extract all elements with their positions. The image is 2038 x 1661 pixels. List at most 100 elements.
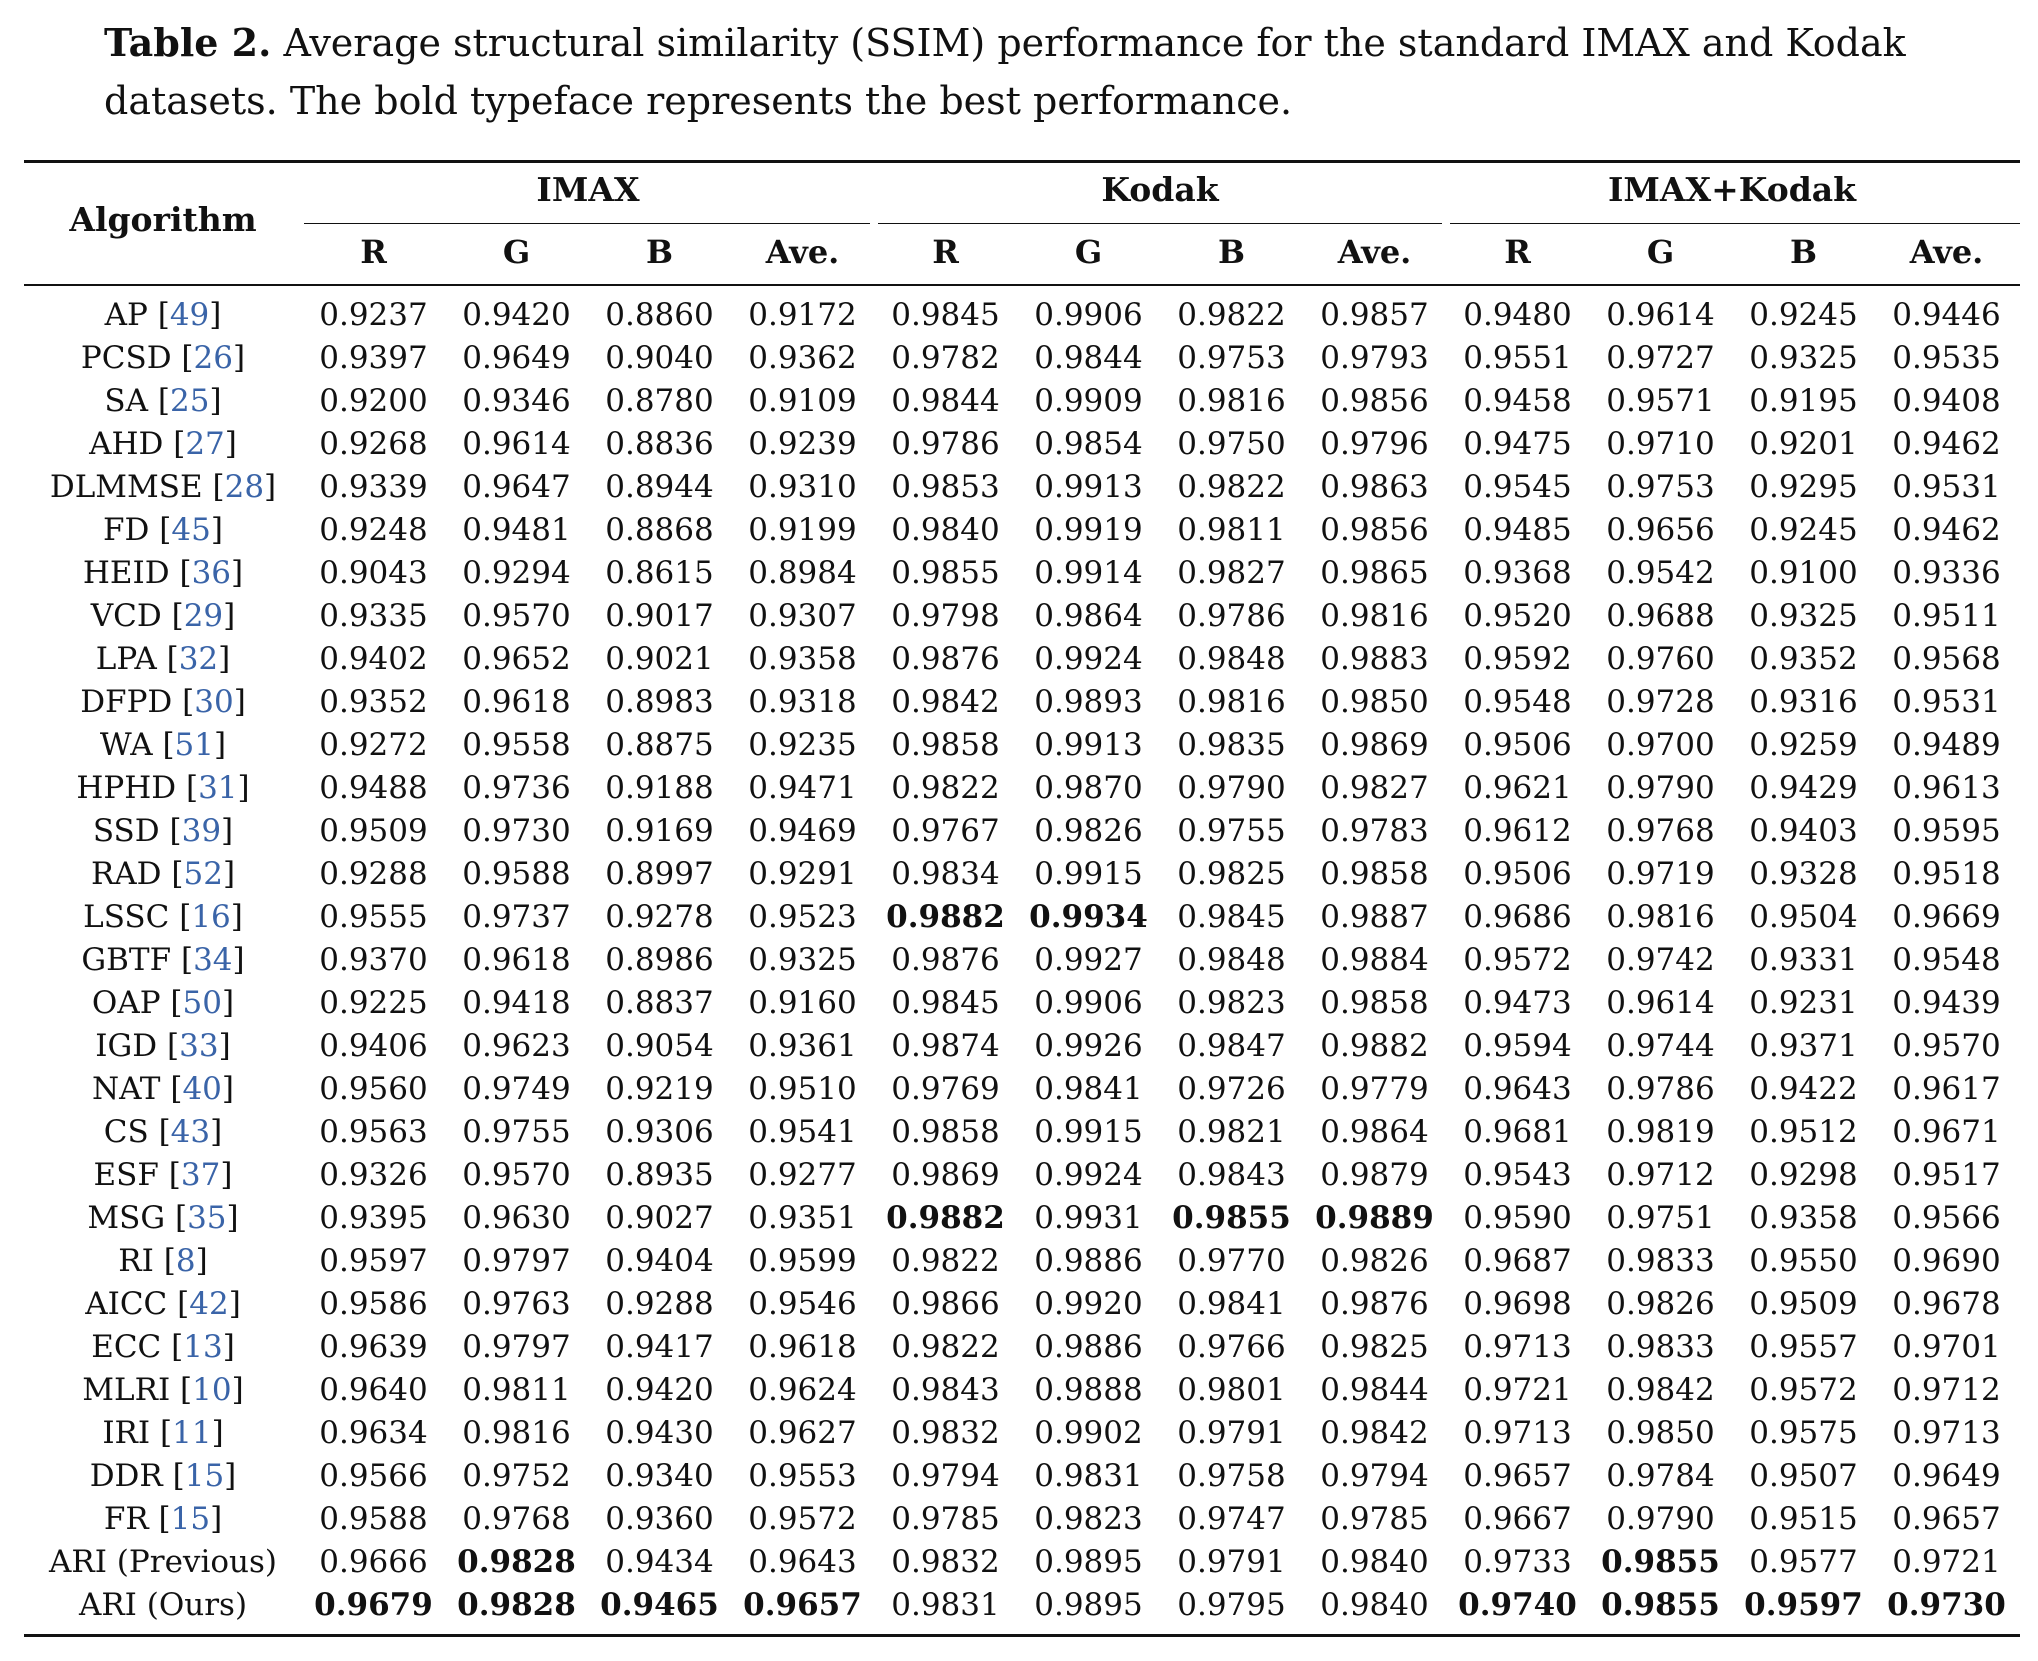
citation-link[interactable]: 27 <box>185 426 225 462</box>
table-cell: 0.9245 <box>1749 297 1858 333</box>
table-cell: 0.9811 <box>462 1372 571 1408</box>
algorithm-label: SSD <box>92 813 160 849</box>
citation-link[interactable]: 30 <box>194 684 234 720</box>
table-cell: 0.9790 <box>1177 770 1286 806</box>
table-cell: 0.9397 <box>319 340 428 376</box>
table-cell: 0.9594 <box>1463 1028 1572 1064</box>
algorithm-name: DLMMSE [28] <box>24 466 302 509</box>
table-cell: 0.9931 <box>1034 1200 1143 1236</box>
table-cell: 0.8868 <box>605 512 714 548</box>
table-cell: 0.9758 <box>1177 1458 1286 1494</box>
citation-bracket: ] <box>211 1415 224 1451</box>
table-cell: 0.9782 <box>891 340 1000 376</box>
table-cell: 0.9555 <box>319 899 428 935</box>
table-cell: 0.9779 <box>1320 1071 1429 1107</box>
citation-link[interactable]: 15 <box>170 1501 211 1537</box>
table-cell: 0.9797 <box>462 1243 571 1279</box>
algorithm-label: AHD <box>89 426 164 462</box>
table-cell: 0.9618 <box>748 1329 857 1365</box>
table-cell: 0.9712 <box>1606 1157 1715 1193</box>
citation-link[interactable]: 40 <box>182 1071 222 1107</box>
table-cell: 0.9201 <box>1749 426 1858 462</box>
algorithm-label: DDR <box>89 1458 163 1494</box>
citation-link[interactable]: 39 <box>181 813 222 849</box>
table-cell: 0.9733 <box>1463 1544 1572 1580</box>
citation-link[interactable]: 50 <box>182 985 222 1021</box>
citation-bracket: ] <box>221 813 234 849</box>
table-cell: 0.9245 <box>1749 512 1858 548</box>
table-cell: 0.9597 <box>1744 1587 1863 1623</box>
table-cell: 0.9406 <box>319 1028 428 1064</box>
table-cell: 0.9278 <box>605 899 714 935</box>
citation-link[interactable]: 33 <box>179 1028 219 1064</box>
citation-link[interactable]: 31 <box>198 770 238 806</box>
table-cell: 0.9886 <box>1034 1243 1143 1279</box>
table-cell: 0.9763 <box>462 1286 571 1322</box>
table-cell: 0.9551 <box>1463 340 1572 376</box>
algorithm-label: MSG <box>87 1200 166 1236</box>
table-cell: 0.9358 <box>748 641 857 677</box>
table-cell: 0.9485 <box>1463 512 1572 548</box>
table-cell: 0.9577 <box>1749 1544 1858 1580</box>
citation-link[interactable]: 35 <box>187 1200 227 1236</box>
table-cell: 0.9701 <box>1892 1329 2001 1365</box>
citation-link[interactable]: 37 <box>180 1157 221 1193</box>
table-cell: 0.9886 <box>1034 1329 1143 1365</box>
table-cell: 0.9687 <box>1463 1243 1572 1279</box>
table-cell: 0.9430 <box>605 1415 714 1451</box>
table-cell: 0.9040 <box>605 340 714 376</box>
citation-link[interactable]: 25 <box>170 383 210 419</box>
citation-link[interactable]: 29 <box>183 598 224 634</box>
citation-link[interactable]: 15 <box>184 1458 225 1494</box>
citation-link[interactable]: 10 <box>192 1372 232 1408</box>
citation-link[interactable]: 36 <box>191 555 232 591</box>
algorithm-name: ARI (Previous) <box>24 1541 302 1584</box>
citation-link[interactable]: 26 <box>193 340 233 376</box>
table-cell: 0.9906 <box>1034 985 1143 1021</box>
citation-link[interactable]: 13 <box>183 1329 223 1365</box>
table-cell: 0.9417 <box>605 1329 714 1365</box>
algorithm-name: DDR [15] <box>24 1455 302 1498</box>
citation-link[interactable]: 45 <box>171 512 211 548</box>
table-row: MLRI [10] 0.9640 0.9811 0.9420 0.9624 0.9843 0… <box>24 1369 2020 1412</box>
citation-link[interactable]: 43 <box>170 1114 211 1150</box>
citation-link[interactable]: 51 <box>174 727 214 763</box>
table-cell: 0.9298 <box>1749 1157 1858 1193</box>
table-cell: 0.9690 <box>1892 1243 2001 1279</box>
table-cell: 0.9796 <box>1320 426 1429 462</box>
algorithm-label: MLRI <box>82 1372 171 1408</box>
sub-header-imax-kodak-ave: Ave. <box>1909 233 1984 271</box>
table-cell: 0.9017 <box>605 598 714 634</box>
citation-link[interactable]: 42 <box>189 1286 229 1322</box>
citation-bracket: ] <box>221 1071 234 1107</box>
table-cell: 0.9856 <box>1320 383 1429 419</box>
algorithm-label: NAT <box>91 1071 161 1107</box>
table-cell: 0.9595 <box>1892 813 2001 849</box>
citation-link[interactable]: 28 <box>224 469 265 505</box>
citation-link[interactable]: 49 <box>169 297 210 333</box>
citation-link[interactable]: 16 <box>191 899 231 935</box>
citation-link[interactable]: 52 <box>183 856 223 892</box>
citation-link[interactable]: 32 <box>178 641 219 677</box>
table-cell: 0.9766 <box>1177 1329 1286 1365</box>
algorithm-name: MSG [35] <box>24 1197 302 1240</box>
table-cell: 0.9728 <box>1606 684 1715 720</box>
citation-link[interactable]: 8 <box>175 1243 196 1279</box>
table-cell: 0.9883 <box>1320 641 1429 677</box>
table-cell: 0.9791 <box>1177 1544 1286 1580</box>
table-row: FD [45] 0.9248 0.9481 0.8868 0.9199 0.9840 0.9… <box>24 509 2020 552</box>
table-cell: 0.9586 <box>319 1286 428 1322</box>
table-cell: 0.9352 <box>319 684 428 720</box>
citation-link[interactable]: 11 <box>172 1415 212 1451</box>
citation-bracket: [ <box>161 1329 184 1365</box>
table-cell: 0.9568 <box>1892 641 2001 677</box>
table-cell: 0.9906 <box>1034 297 1143 333</box>
table-cell: 0.9169 <box>605 813 714 849</box>
table-cell: 0.9612 <box>1463 813 1572 849</box>
table-cell: 0.9235 <box>748 727 857 763</box>
table-cell: 0.9876 <box>891 942 1000 978</box>
table-cell: 0.9614 <box>462 426 571 462</box>
citation-link[interactable]: 34 <box>193 942 233 978</box>
algorithm-label: GBTF <box>81 942 172 978</box>
citation-bracket: ] <box>195 1243 208 1279</box>
